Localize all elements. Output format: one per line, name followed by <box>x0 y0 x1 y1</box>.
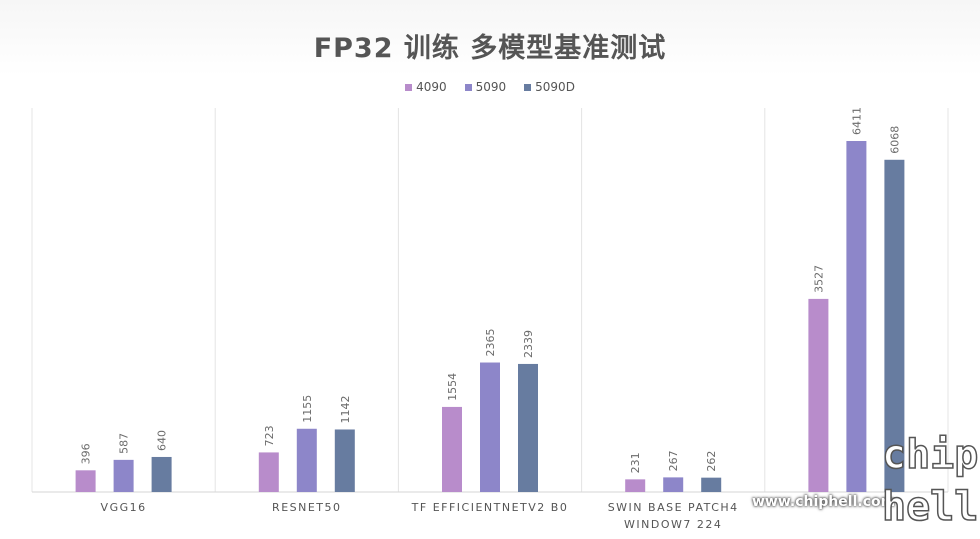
data-label: 3527 <box>812 265 825 293</box>
data-label: 267 <box>667 450 680 471</box>
bar-5090 <box>663 477 684 492</box>
legend-label: 4090 <box>416 80 447 94</box>
data-label: 587 <box>118 433 131 454</box>
bar-5090D <box>701 477 722 492</box>
data-label: 1142 <box>339 395 352 423</box>
data-label: 2365 <box>484 329 497 357</box>
bar-4090 <box>625 479 646 492</box>
chart-title: FP32 训练 多模型基准测试 <box>313 33 667 64</box>
data-label: 262 <box>705 451 718 472</box>
bar-5090 <box>846 141 867 492</box>
bar-5090 <box>480 362 500 492</box>
legend-item-5090D: 5090D <box>524 80 575 94</box>
bar-5090D <box>884 159 905 493</box>
bar-5090 <box>296 428 317 492</box>
chiphell-logo: chip hell <box>881 431 978 530</box>
category-label: WINDOW7 224 <box>624 518 722 531</box>
data-label: 1155 <box>301 395 314 423</box>
legend-item-4090: 4090 <box>405 80 447 94</box>
category-label: TF EFFICIENTNETV2 B0 <box>411 501 569 514</box>
data-label: 6068 <box>888 126 901 154</box>
data-label: 6411 <box>850 107 863 135</box>
data-label: 723 <box>263 425 276 446</box>
data-label: 1554 <box>446 373 459 401</box>
site-watermark: www.chiphell.com <box>752 494 896 510</box>
legend-label: 5090 <box>475 80 507 94</box>
bar-5090D <box>334 429 355 492</box>
legend-swatch <box>405 83 413 91</box>
data-label: 231 <box>629 452 642 473</box>
chart-legend: 4090 5090 5090D <box>0 80 980 94</box>
bar-5090D <box>151 456 172 492</box>
bar-5090 <box>113 459 134 492</box>
legend-item-5090: 5090 <box>464 80 507 94</box>
bar-4090 <box>442 406 462 492</box>
legend-label: 5090D <box>535 80 575 94</box>
logo-line-2: hell <box>882 484 978 530</box>
bar-4090 <box>258 452 279 492</box>
bar-5090D <box>518 363 538 492</box>
data-label: 640 <box>156 430 169 451</box>
bar-4090 <box>75 470 96 492</box>
legend-swatch <box>464 83 472 91</box>
data-label: 2339 <box>522 330 535 358</box>
category-label: RESNET50 <box>272 501 341 514</box>
bar-4090 <box>808 298 829 492</box>
legend-swatch <box>524 83 532 91</box>
category-label: SWIN BASE PATCH4 <box>608 501 739 514</box>
logo-line-1: chip <box>882 432 978 478</box>
category-label: VGG16 <box>101 501 147 514</box>
data-label: 396 <box>80 443 93 464</box>
